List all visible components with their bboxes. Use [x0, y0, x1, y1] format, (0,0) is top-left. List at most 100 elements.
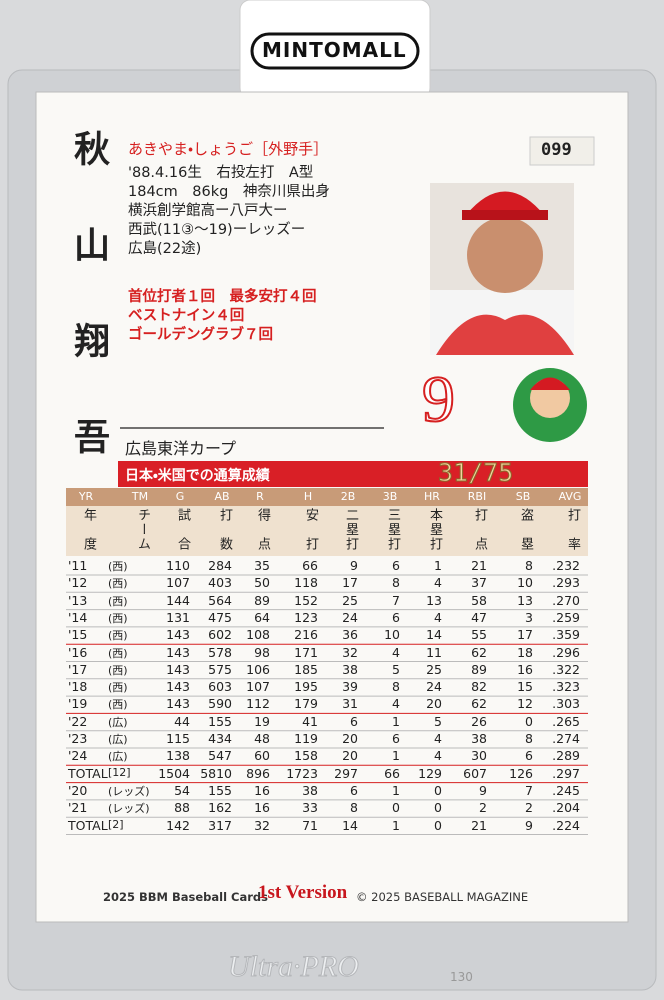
header-ja: 得点 [255, 508, 270, 566]
stat-cell: 47 [471, 609, 487, 625]
stat-cell: 38 [342, 661, 358, 677]
stat-cell: 143 [166, 627, 190, 643]
header-en: AB [214, 490, 230, 503]
stat-cell: 0 [434, 817, 442, 833]
stat-cell: 115 [166, 731, 190, 746]
stat-cell: 1 [434, 558, 442, 573]
stat-cell: (レッズ) [108, 784, 150, 798]
holder-number: 130 [450, 970, 473, 984]
stat-cell: (西) [108, 594, 128, 608]
stat-cell: 21 [471, 817, 487, 833]
footer-right: © 2025 BASEBALL MAGAZINE [356, 890, 529, 904]
stat-cell: 162 [208, 800, 232, 816]
stat-cell: '15 [68, 627, 88, 643]
stat-cell: 71 [302, 817, 318, 833]
stat-cell: 15 [517, 679, 533, 695]
stat-cell: '19 [68, 696, 88, 712]
stat-cell: 143 [166, 644, 190, 660]
header-en: TM [131, 490, 149, 503]
stat-cell: 4 [392, 644, 400, 660]
profile-line: 西武(11③〜19)ーレッズー [128, 222, 306, 238]
stat-cell: '16 [68, 644, 88, 660]
stat-cell: 82 [471, 679, 487, 695]
stat-cell: 9 [350, 558, 358, 573]
awards: 首位打者１回 最多安打４回 ベストナイン４回 ゴールデングラブ７回 [128, 288, 317, 345]
stat-cell: 89 [254, 592, 270, 608]
header-ja: 年度 [81, 508, 96, 566]
header-en: 3B [382, 490, 398, 503]
stat-cell: 896 [246, 765, 270, 781]
profile: '88.4.16生 右投左打 A型 184cm 86kg 神奈川県出身 横浜創学館高… [128, 164, 330, 259]
stat-cell: 18 [517, 644, 533, 660]
header-en: AVG [558, 490, 582, 503]
stat-cell: 112 [246, 696, 270, 712]
stat-cell: 195 [294, 679, 318, 695]
stat-cell: 33 [302, 800, 318, 816]
stat-cell: 155 [208, 713, 232, 729]
stat-cell: .232 [552, 558, 580, 573]
stat-cell: [12] [108, 765, 131, 779]
stat-cell: 118 [294, 575, 318, 591]
stat-cell: '13 [68, 592, 88, 608]
stat-cell: 17 [517, 627, 533, 643]
stat-cell: '14 [68, 609, 88, 625]
header-en: 2B [340, 490, 356, 503]
stat-cell: 1 [392, 817, 400, 833]
stat-cell: 142 [166, 817, 190, 833]
stat-cell: 54 [174, 782, 190, 798]
stat-cell: 41 [302, 713, 318, 729]
stat-cell: 179 [294, 696, 318, 712]
stat-cell: 17 [342, 575, 358, 591]
stat-cell: 14 [342, 817, 358, 833]
header-ja: 試合 [175, 508, 190, 566]
stat-cell: 10 [384, 627, 400, 643]
stat-cell: 12 [517, 696, 533, 712]
stat-cell: 8 [525, 558, 533, 573]
header-en: SB [515, 490, 531, 503]
stats-title: 日本・米国での通算成績 [125, 468, 270, 484]
stat-cell: .296 [552, 644, 580, 660]
stat-cell: 107 [166, 575, 190, 591]
stat-cell: 5810 [200, 765, 232, 781]
stat-cell: (西) [108, 577, 128, 591]
header-en: H [303, 490, 313, 503]
stat-cell: 1 [392, 748, 400, 764]
stat-cell: 66 [384, 765, 400, 781]
award-line: ゴールデングラブ７回 [128, 327, 273, 343]
stat-cell: 155 [208, 782, 232, 798]
stat-cell: 35 [254, 558, 270, 573]
stat-cell: 123 [294, 609, 318, 625]
stat-cell: 0 [434, 800, 442, 816]
stat-cell: 30 [471, 748, 487, 764]
stat-cell: 6 [392, 558, 400, 573]
stat-cell: .265 [552, 713, 580, 729]
stat-cell: TOTAL [68, 817, 108, 833]
stat-cell: 62 [471, 644, 487, 660]
stat-cell: 1 [392, 782, 400, 798]
stat-cell: .270 [552, 592, 580, 608]
stat-cell: '12 [68, 575, 88, 591]
stat-cell: 4 [434, 575, 442, 591]
stat-cell: .303 [552, 696, 580, 712]
serial-number: 31/75 [437, 458, 514, 488]
stat-cell: (広) [108, 750, 128, 764]
header-ja: 二塁打 [343, 508, 358, 552]
stat-cell: 13 [426, 592, 442, 608]
stat-cell: .259 [552, 609, 580, 625]
stat-cell: '24 [68, 748, 88, 764]
stat-cell: .245 [552, 782, 580, 798]
stat-cell: '11 [68, 558, 88, 573]
stat-cell: 7 [525, 782, 533, 798]
stat-cell: 20 [342, 731, 358, 746]
stat-cell: 185 [294, 661, 318, 677]
stat-cell: 2 [479, 800, 487, 816]
header-en: RBI [467, 490, 487, 503]
stat-cell: 24 [342, 609, 358, 625]
stat-cell: 4 [434, 731, 442, 746]
stat-cell: 9 [525, 817, 533, 833]
uniform-number: 9 [421, 362, 456, 437]
header-en: HR [424, 490, 440, 503]
